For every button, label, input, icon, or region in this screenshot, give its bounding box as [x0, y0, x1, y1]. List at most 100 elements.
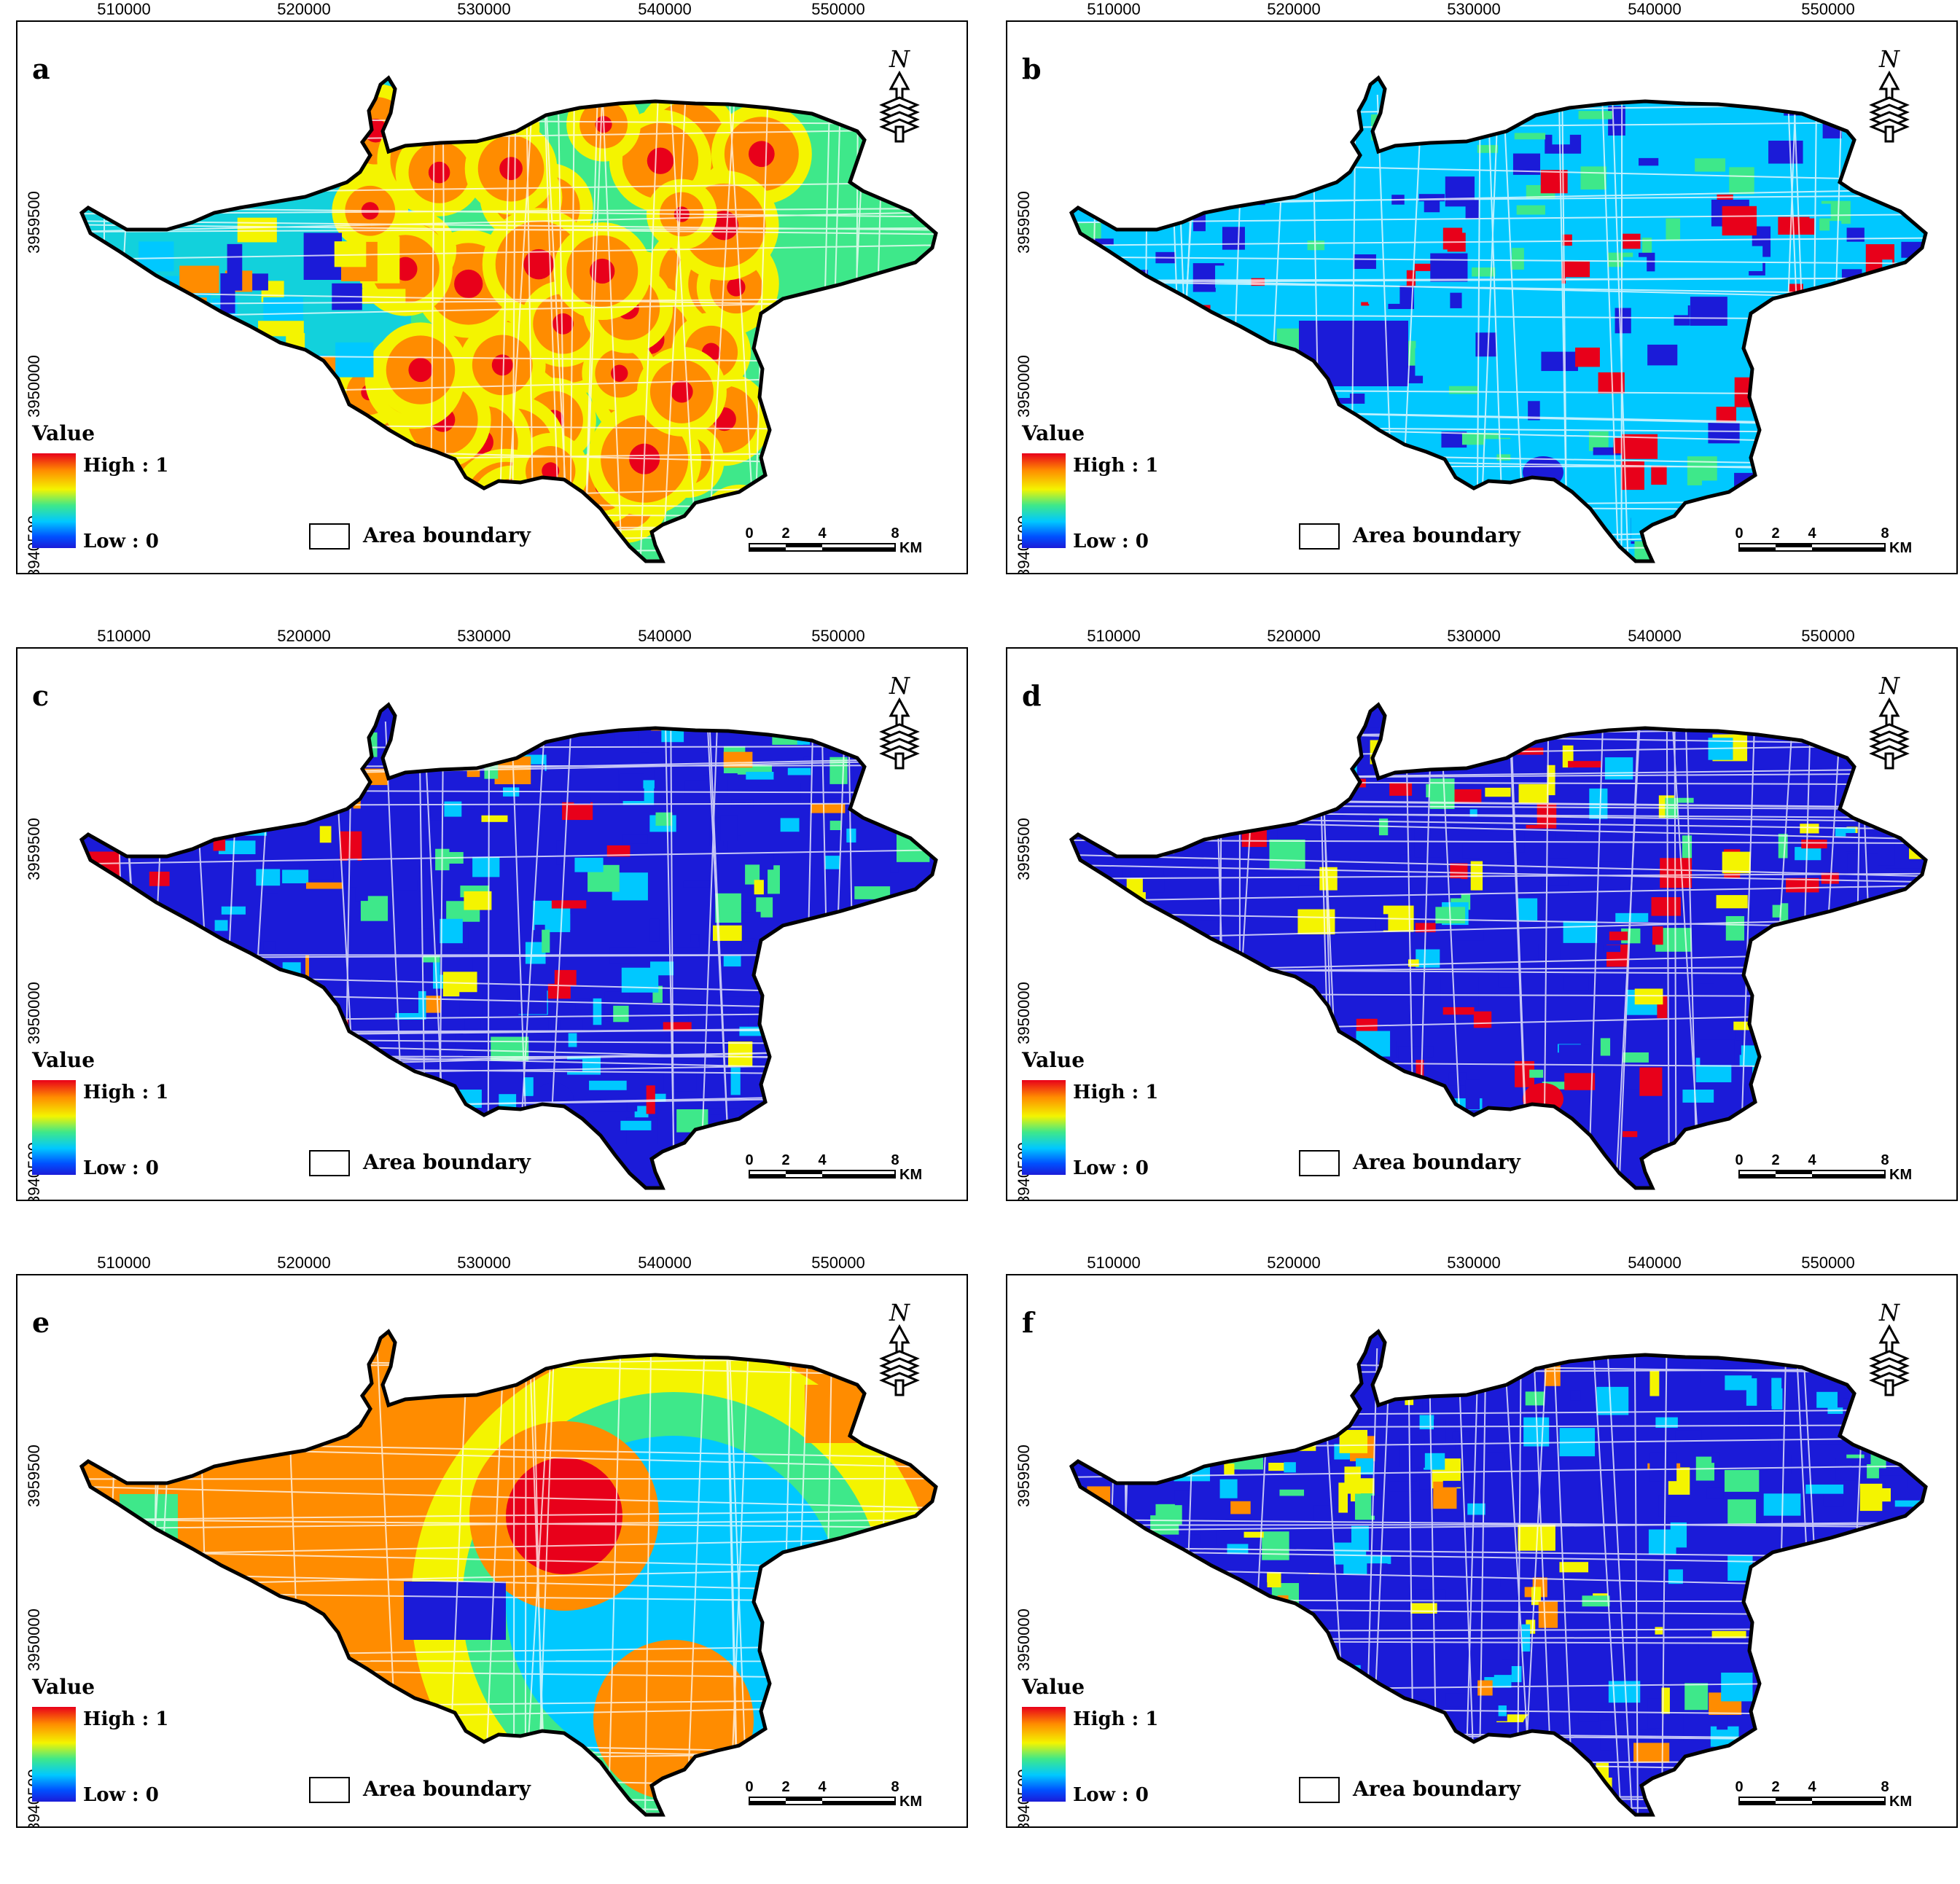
- legend-title: Value: [32, 1675, 95, 1699]
- land-parcel: [643, 780, 655, 789]
- land-parcel: [171, 300, 198, 328]
- land-parcel: [1499, 511, 1519, 517]
- land-parcel: [1668, 1569, 1683, 1584]
- north-label: N: [1878, 48, 1900, 73]
- land-parcel: [648, 1093, 666, 1102]
- x-tick-label: 550000: [1801, 627, 1855, 645]
- land-parcel: [1187, 772, 1209, 783]
- land-parcel: [1670, 1522, 1687, 1548]
- land-parcel: [1158, 1733, 1172, 1756]
- land-parcel: [1615, 912, 1649, 923]
- land-parcel: [1910, 892, 1926, 910]
- land-parcel: [816, 1106, 844, 1134]
- street: [1088, 94, 1098, 561]
- land-parcel: [1081, 267, 1097, 283]
- boundary-legend-swatch: [1299, 1777, 1340, 1803]
- land-parcel: [1516, 205, 1545, 215]
- street: [106, 94, 133, 561]
- x-tick-label: 550000: [1801, 0, 1855, 18]
- land-parcel: [1786, 877, 1819, 893]
- land-parcel: [1828, 934, 1856, 946]
- area-boundary-outline: [79, 75, 938, 563]
- land-parcel: [1488, 418, 1503, 431]
- land-parcel: [1820, 1616, 1850, 1647]
- land-parcel: [1152, 801, 1171, 832]
- land-parcel: [1269, 839, 1305, 869]
- land-parcel: [1081, 891, 1119, 912]
- land-parcel: [1813, 485, 1846, 493]
- land-parcel: [1131, 1044, 1156, 1069]
- land-parcel: [1437, 1137, 1448, 1149]
- street: [82, 1538, 936, 1556]
- land-parcel: [1414, 263, 1445, 271]
- land-parcel: [1700, 1039, 1735, 1066]
- land-parcel: [745, 864, 760, 885]
- land-parcel: [1430, 253, 1468, 282]
- land-parcel: [1755, 1455, 1792, 1474]
- land-parcel: [1182, 1043, 1202, 1052]
- land-parcel: [1634, 988, 1663, 1005]
- land-parcel: [1151, 110, 1176, 141]
- land-parcel: [462, 802, 475, 810]
- land-parcel: [1768, 141, 1803, 164]
- land-parcel: [1832, 453, 1848, 483]
- land-parcel: [1116, 910, 1128, 931]
- land-parcel: [1165, 1433, 1182, 1444]
- street: [686, 1348, 706, 1815]
- land-parcel: [1542, 399, 1552, 426]
- north-arrow-stem: [1884, 752, 1894, 770]
- land-parcel: [1315, 1048, 1341, 1058]
- north-arrow-stem: [894, 1379, 905, 1396]
- land-parcel: [1666, 218, 1681, 241]
- land-parcel: [1339, 1429, 1368, 1453]
- land-parcel: [1199, 550, 1234, 558]
- north-arrow-head: [1878, 697, 1900, 727]
- scale-bar: 0 2 4 8KM: [1735, 526, 1912, 555]
- land-parcel: [242, 1020, 274, 1045]
- land-parcel: [791, 980, 816, 1004]
- land-parcel: [1085, 1122, 1116, 1131]
- land-parcel: [1265, 723, 1302, 741]
- panel-letter: a: [32, 52, 50, 85]
- land-parcel: [1299, 1699, 1322, 1726]
- land-parcel: [1575, 347, 1600, 367]
- land-parcel: [410, 1083, 437, 1100]
- land-parcel: [1260, 1686, 1270, 1695]
- land-parcel: [1796, 486, 1813, 504]
- map-raster: [82, 705, 936, 1188]
- land-parcel: [1305, 437, 1338, 457]
- land-parcel: [1157, 1176, 1195, 1188]
- land-parcel: [1523, 437, 1555, 452]
- land-parcel: [1143, 1557, 1161, 1567]
- land-parcel: [1797, 1649, 1833, 1671]
- land-parcel: [1512, 248, 1524, 270]
- land-parcel: [800, 1048, 830, 1079]
- street: [1476, 94, 1481, 561]
- street: [1561, 94, 1568, 561]
- land-parcel: [1276, 520, 1289, 534]
- legend-high-label: High : 1: [83, 1708, 169, 1730]
- land-parcel: [1483, 1453, 1505, 1460]
- scale-label: 4: [818, 526, 827, 542]
- land-parcel: [1797, 1341, 1822, 1353]
- land-parcel: [1238, 424, 1262, 453]
- boundary-legend-label: Area boundary: [1353, 1777, 1520, 1801]
- land-parcel: [1268, 1428, 1281, 1439]
- land-parcel: [1890, 1582, 1918, 1598]
- land-parcel: [1085, 893, 1114, 921]
- land-parcel: [917, 925, 936, 945]
- land-parcel: [1143, 735, 1176, 756]
- land-parcel: [1291, 493, 1312, 518]
- land-parcel: [1873, 1653, 1902, 1662]
- street: [706, 94, 735, 561]
- north-arrow-stem: [1884, 1379, 1894, 1396]
- land-parcel: [554, 969, 577, 986]
- land-parcel: [1442, 1480, 1467, 1488]
- land-parcel: [458, 740, 479, 764]
- land-parcel: [1743, 133, 1760, 160]
- street: [198, 1348, 212, 1815]
- land-parcel: [1662, 861, 1692, 871]
- land-parcel: [1219, 1367, 1230, 1387]
- land-parcel: [1161, 1787, 1179, 1815]
- land-parcel: [1205, 1579, 1225, 1609]
